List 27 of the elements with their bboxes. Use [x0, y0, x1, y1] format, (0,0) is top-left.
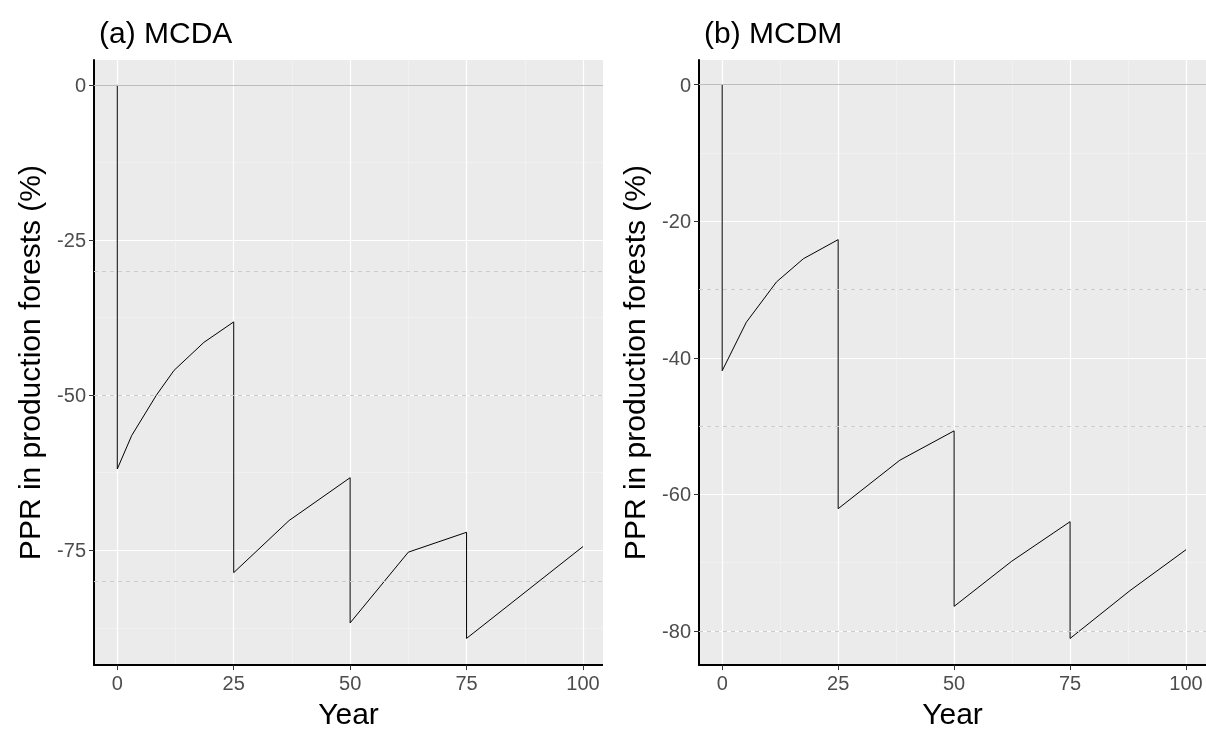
x-tick-label: 50: [339, 672, 362, 695]
x-tick-label: 75: [455, 672, 478, 695]
x-tick-label: 100: [566, 672, 600, 695]
line-series: [721, 84, 1187, 639]
x-tick-label: 0: [716, 672, 728, 695]
y-tick-label: 0: [679, 73, 691, 96]
chart-title: (a) MCDA: [99, 15, 233, 49]
y-tick-label: 0: [74, 73, 86, 96]
y-tick-label: -80: [662, 619, 691, 642]
x-axis-title: Year: [922, 696, 983, 730]
x-tick-label: 25: [222, 672, 245, 695]
x-tick-label: 50: [943, 672, 966, 695]
y-tick-label: -20: [662, 210, 691, 233]
y-axis-title: PPR in production forests (%): [12, 164, 46, 561]
chart-title: (b) MCDM: [704, 15, 843, 49]
line-series: [116, 84, 584, 639]
y-tick-label: -60: [662, 483, 691, 506]
x-tick-label: 100: [1169, 672, 1203, 695]
x-tick-label: 25: [827, 672, 850, 695]
y-tick-label: -40: [662, 346, 691, 369]
y-tick-label: -50: [57, 384, 86, 407]
x-tick-label: 75: [1058, 672, 1082, 695]
x-tick-label: 0: [111, 672, 123, 695]
x-axis-title: Year: [318, 696, 379, 730]
y-tick-label: -25: [57, 228, 86, 251]
y-tick-label: -75: [57, 539, 86, 562]
y-axis-title: PPR in production forests (%): [617, 164, 651, 561]
